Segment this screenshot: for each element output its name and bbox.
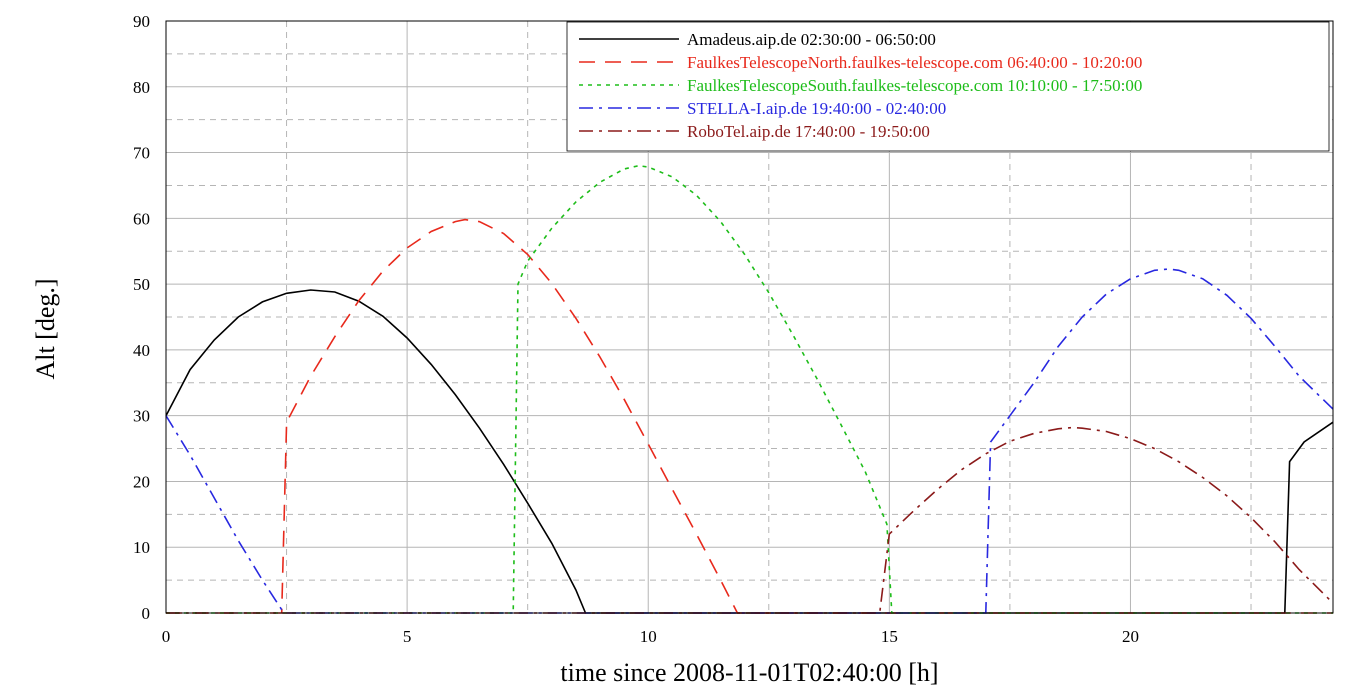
series-line [166, 426, 1334, 614]
legend-box [566, 21, 1330, 152]
y-tick-label: 70 [133, 144, 150, 163]
x-axis-label: time since 2008-11-01T02:40:00 [h] [560, 658, 938, 687]
legend-entry: Amadeus.aip.de 02:30:00 - 06:50:00 [687, 30, 936, 49]
y-tick-label: 60 [133, 209, 150, 228]
series-line [166, 218, 1333, 614]
legend: Amadeus.aip.de 02:30:00 - 06:50:00 Faulke… [566, 21, 1330, 152]
legend-entry: FaulkesTelescopeSouth.faulkes-telescope.… [687, 76, 1142, 95]
x-tick-label: 10 [640, 627, 657, 646]
y-axis-label: Alt [deg.] [31, 278, 60, 379]
series-layer [165, 164, 1334, 614]
series-line [165, 268, 1334, 614]
y-tick-label: 80 [133, 78, 150, 97]
x-tick-label: 0 [162, 627, 171, 646]
y-tick-label: 30 [133, 407, 150, 426]
y-tick-label: 10 [133, 538, 150, 557]
legend-entry: FaulkesTelescopeNorth.faulkes-telescope.… [687, 53, 1142, 72]
tick-labels: 0 5 10 15 20 0 10 20 30 40 50 60 70 80 90 [133, 12, 1139, 646]
y-tick-label: 50 [133, 275, 150, 294]
y-tick-label: 0 [142, 604, 151, 623]
legend-entry: RoboTel.aip.de 17:40:00 - 19:50:00 [687, 122, 930, 141]
x-tick-label: 20 [1122, 627, 1139, 646]
x-tick-label: 15 [881, 627, 898, 646]
series-line [165, 289, 1334, 614]
axes [165, 20, 1334, 614]
legend-entry: STELLA-I.aip.de 19:40:00 - 02:40:00 [687, 99, 946, 118]
y-tick-label: 40 [133, 341, 150, 360]
y-tick-label: 20 [133, 472, 150, 491]
plot-frame [165, 20, 1334, 614]
x-tick-label: 5 [403, 627, 412, 646]
series-line [166, 164, 1333, 614]
y-tick-label: 90 [133, 12, 150, 31]
